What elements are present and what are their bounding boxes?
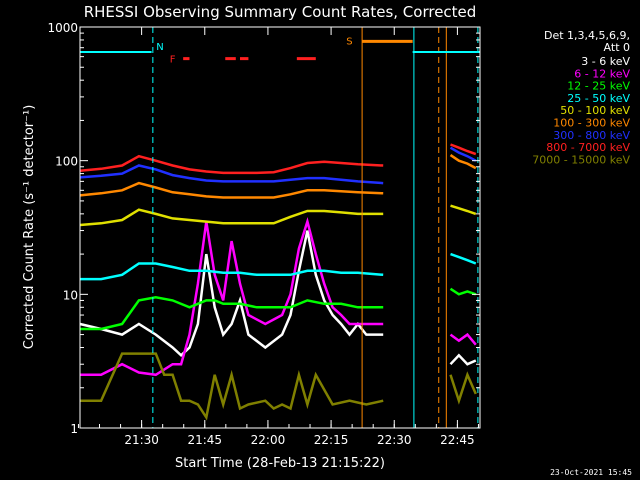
flag-label-n: N — [156, 42, 163, 53]
y-tick-label-1000: 1000 — [47, 21, 78, 35]
legend-entry-3: 25 - 50 keV — [567, 92, 630, 105]
generation-timestamp: 23-Oct-2021 15:45 — [550, 468, 632, 477]
series-line-3-segment-1 — [450, 252, 477, 265]
series-line-7-segment-0 — [79, 154, 384, 175]
y-tick-label-1: 1 — [70, 422, 78, 436]
flag-label-s: S — [346, 37, 352, 48]
series-line-0-segment-1 — [449, 353, 477, 366]
series-line-3-segment-0 — [80, 262, 384, 281]
plot-area: NF S — [79, 27, 480, 428]
chart-title: RHESSI Observing Summary Count Rates, Co… — [84, 3, 477, 21]
x-tick-label-0: 21:30 — [124, 433, 159, 447]
legend-entry-1: 6 - 12 keV — [574, 67, 630, 80]
series-line-1-segment-1 — [449, 332, 477, 346]
legend-entry-4: 50 - 100 keV — [560, 104, 630, 117]
y-tick-label-10: 10 — [63, 288, 78, 302]
y-tick-label-100: 100 — [55, 155, 78, 169]
series-line-1-segment-0 — [80, 217, 384, 377]
plot-frame — [79, 26, 481, 429]
series-line-5-segment-0 — [79, 181, 384, 199]
series-line-8-segment-1 — [449, 371, 477, 405]
legend-header-line-2: Att 0 — [604, 41, 630, 54]
series-line-5-segment-1 — [449, 154, 477, 170]
axes: 1 10 100 1000 21:30 21:45 22:00 22:15 22:30 22:45 — [47, 21, 481, 447]
series-line-2-segment-0 — [80, 296, 384, 331]
series-line-0-segment-0 — [79, 230, 384, 358]
legend-entry-6: 300 - 800 keV — [553, 129, 630, 142]
legend-entry-5: 100 - 300 keV — [553, 117, 630, 130]
legend-entry-2: 12 - 25 keV — [567, 80, 630, 93]
series-line-6-segment-1 — [449, 146, 477, 162]
series-line-4-segment-1 — [450, 204, 477, 216]
x-tick-label-4: 22:30 — [377, 433, 412, 447]
legend-entry-7: 800 - 7000 keV — [546, 141, 630, 154]
legend-header-line-1: Det 1,3,4,5,6,9, — [544, 29, 630, 42]
x-tick-label-1: 21:45 — [187, 433, 222, 447]
series-line-6-segment-0 — [79, 164, 384, 185]
series-line-7-segment-1 — [450, 143, 477, 156]
flag-label-f: F — [170, 55, 176, 66]
legend-entry-0: 3 - 6 keV — [581, 55, 630, 68]
x-tick-label-2: 22:00 — [251, 433, 286, 447]
x-tick-label-5: 22:45 — [440, 433, 475, 447]
series-line-2-segment-1 — [449, 287, 477, 296]
series-line-4-segment-0 — [79, 208, 384, 227]
x-tick-label-3: 22:15 — [314, 433, 349, 447]
y-axis-label: Corrected Count Rate (s⁻¹ detector⁻¹) — [22, 105, 37, 350]
series-line-8-segment-0 — [80, 352, 384, 421]
x-axis-label: Start Time (28-Feb-13 21:15:22) — [175, 456, 385, 471]
legend-entry-8: 7000 - 15000 keV — [532, 153, 630, 166]
